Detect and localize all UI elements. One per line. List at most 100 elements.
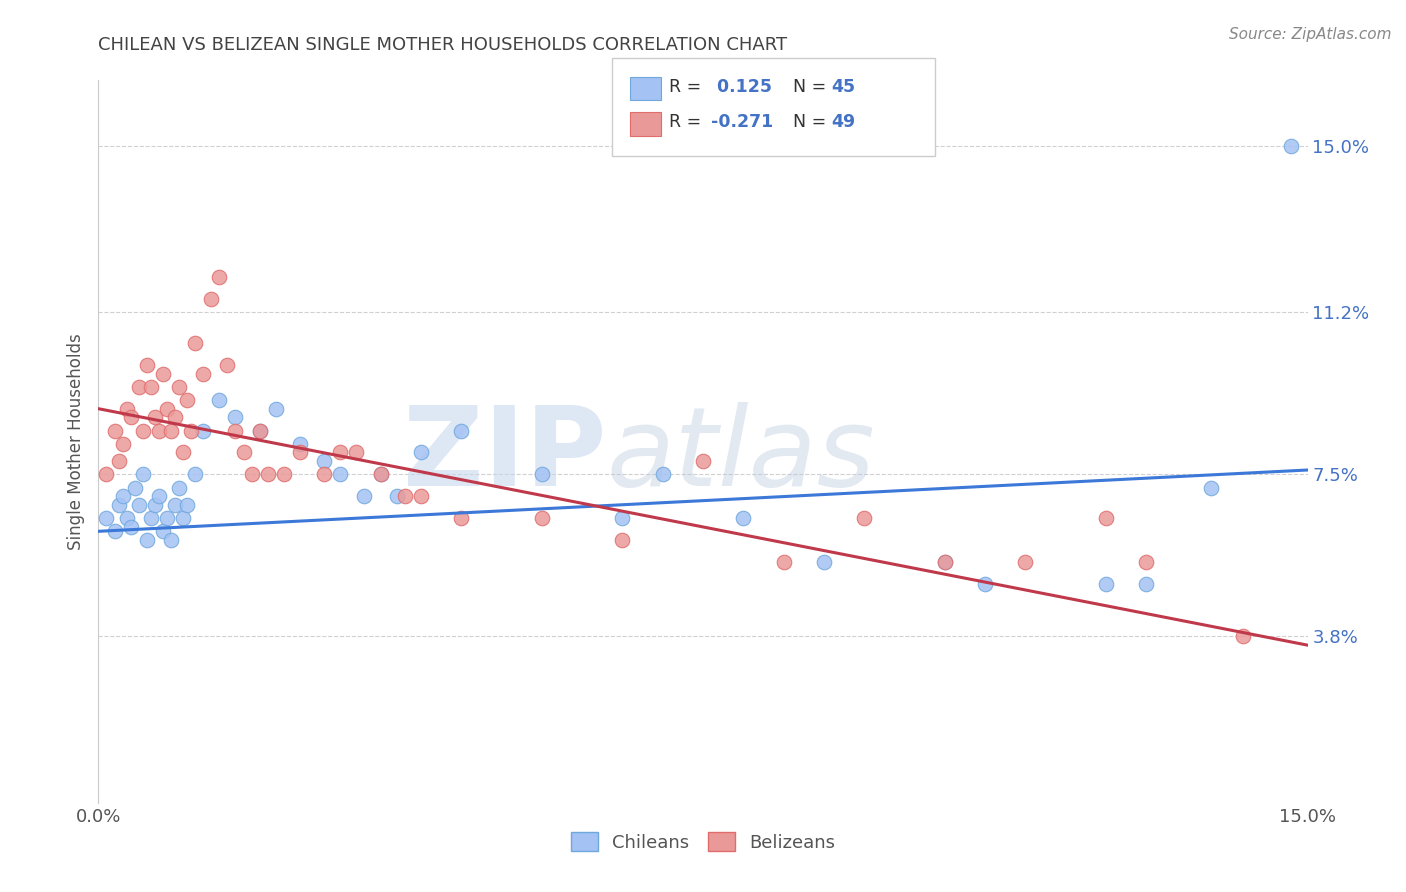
Point: [115, 401, 138, 416]
Text: R =: R =: [669, 78, 707, 95]
Point: [184, 467, 207, 482]
Point: [152, 524, 174, 539]
Point: [450, 424, 472, 438]
Point: [111, 489, 134, 503]
Point: [273, 467, 295, 482]
Point: [208, 392, 231, 407]
Point: [1199, 481, 1222, 495]
Text: 45: 45: [831, 78, 855, 95]
Point: [232, 445, 254, 459]
Point: [249, 424, 271, 438]
Point: [1135, 577, 1157, 591]
Point: [132, 424, 155, 438]
Point: [180, 424, 202, 438]
Point: [156, 401, 179, 416]
Text: Source: ZipAtlas.com: Source: ZipAtlas.com: [1229, 27, 1392, 42]
Point: [193, 367, 215, 381]
Point: [103, 424, 125, 438]
Point: [450, 511, 472, 525]
Point: [385, 489, 408, 503]
Point: [530, 511, 553, 525]
Point: [1014, 555, 1036, 569]
Point: [143, 498, 166, 512]
Point: [193, 424, 215, 438]
Point: [208, 270, 231, 285]
Point: [163, 410, 186, 425]
Point: [612, 511, 634, 525]
Point: [152, 367, 174, 381]
Point: [143, 410, 166, 425]
Point: [612, 533, 634, 547]
Point: [148, 424, 170, 438]
Point: [530, 467, 553, 482]
Point: [314, 454, 336, 468]
Point: [240, 467, 263, 482]
Point: [111, 436, 134, 450]
Point: [172, 511, 194, 525]
Point: [148, 489, 170, 503]
Point: [853, 511, 876, 525]
Point: [115, 511, 138, 525]
Text: 0.125: 0.125: [711, 78, 772, 95]
Point: [692, 454, 714, 468]
Point: [172, 445, 194, 459]
Text: ZIP: ZIP: [404, 402, 606, 509]
Point: [120, 410, 142, 425]
Point: [394, 489, 416, 503]
Point: [200, 292, 222, 306]
Text: 49: 49: [831, 113, 855, 131]
Point: [288, 445, 311, 459]
Point: [772, 555, 794, 569]
Point: [370, 467, 392, 482]
Point: [135, 533, 157, 547]
Point: [160, 533, 183, 547]
Point: [813, 555, 835, 569]
Point: [1095, 577, 1118, 591]
Point: [224, 424, 246, 438]
Point: [120, 520, 142, 534]
Point: [139, 511, 162, 525]
Text: atlas: atlas: [606, 402, 875, 509]
Text: R =: R =: [669, 113, 707, 131]
Point: [96, 511, 118, 525]
Point: [160, 424, 183, 438]
Point: [1135, 555, 1157, 569]
Point: [135, 358, 157, 372]
Point: [344, 445, 367, 459]
Point: [184, 336, 207, 351]
Point: [256, 467, 278, 482]
Point: [107, 498, 129, 512]
Point: [974, 577, 997, 591]
Text: CHILEAN VS BELIZEAN SINGLE MOTHER HOUSEHOLDS CORRELATION CHART: CHILEAN VS BELIZEAN SINGLE MOTHER HOUSEH…: [98, 36, 787, 54]
Point: [156, 511, 179, 525]
Legend: Chileans, Belizeans: Chileans, Belizeans: [564, 825, 842, 859]
Point: [163, 498, 186, 512]
Text: N =: N =: [782, 78, 831, 95]
Point: [249, 424, 271, 438]
Point: [288, 436, 311, 450]
Point: [224, 410, 246, 425]
Point: [176, 498, 198, 512]
Point: [370, 467, 392, 482]
Point: [96, 467, 118, 482]
Point: [176, 392, 198, 407]
Point: [733, 511, 755, 525]
Point: [329, 467, 352, 482]
Point: [353, 489, 375, 503]
Point: [128, 498, 150, 512]
Point: [107, 454, 129, 468]
Point: [1232, 629, 1254, 643]
Y-axis label: Single Mother Households: Single Mother Households: [66, 334, 84, 549]
Point: [217, 358, 239, 372]
Point: [167, 380, 190, 394]
Point: [934, 555, 956, 569]
Point: [409, 489, 432, 503]
Point: [409, 445, 432, 459]
Text: -0.271: -0.271: [711, 113, 773, 131]
Point: [103, 524, 125, 539]
Point: [1095, 511, 1118, 525]
Point: [167, 481, 190, 495]
Point: [934, 555, 956, 569]
Point: [264, 401, 287, 416]
Point: [132, 467, 155, 482]
